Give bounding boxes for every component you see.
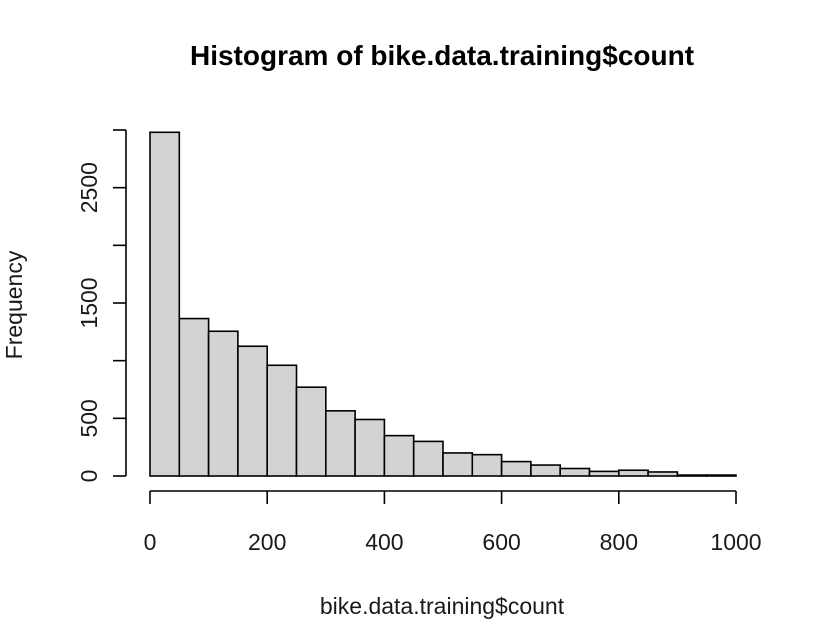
x-tick-label: 200 [248,529,286,555]
x-tick-label: 400 [365,529,403,555]
histogram-bar [500,460,532,477]
histogram-bar [442,452,474,477]
histogram-bar [295,386,327,477]
x-tick-label: 600 [482,529,520,555]
histogram-bar [559,467,591,477]
histogram-bar [324,410,356,477]
histogram-bar [412,440,444,477]
x-tick-label: 1000 [710,529,761,555]
histogram-bar [178,317,210,477]
y-tick-label: 0 [76,470,102,483]
histogram-bar [530,464,562,477]
y-axis-label: Frequency [1,250,27,359]
x-tick-label: 0 [144,529,157,555]
x-tick-label: 800 [600,529,638,555]
histogram-bar [207,330,239,477]
x-axis-label: bike.data.training$count [320,593,565,619]
histogram-bar [383,434,415,477]
histogram-bar [237,345,268,477]
histogram-bar [617,469,649,477]
histogram-bar [676,474,708,477]
chart-title: Histogram of bike.data.training$count [190,40,694,71]
bars-group [149,131,737,477]
histogram-bar [647,471,679,477]
y-tick-label: 500 [76,399,102,437]
y-tick-label: 2500 [76,162,102,213]
histogram-bar [354,418,386,477]
histogram-bar [149,131,181,477]
histogram-bar [705,474,737,477]
histogram-bar [588,470,620,477]
histogram-bar [266,364,298,477]
y-tick-label: 1500 [76,277,102,328]
x-axis: 0 200 400 600 800 1000 [144,490,762,555]
y-axis: 0 500 1500 2500 [76,129,127,483]
histogram-bar [471,453,503,477]
